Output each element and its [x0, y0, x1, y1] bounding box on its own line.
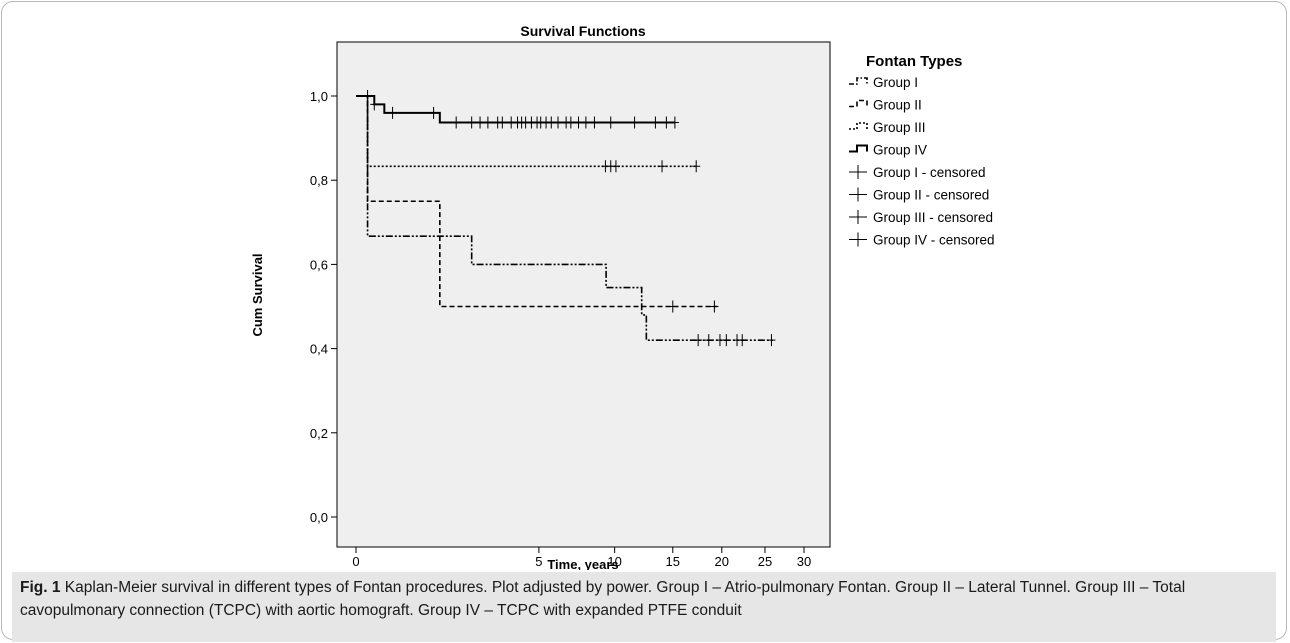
chart-title: Survival Functions — [520, 23, 645, 39]
group-i-censored-mark — [704, 334, 713, 347]
legend-entry-label: Group III - censored — [873, 210, 993, 225]
y-tick-label: 0,0 — [310, 510, 328, 525]
group-iv-censored-mark — [483, 116, 492, 129]
x-tick-label: 10 — [607, 554, 621, 569]
group-iv-censored-mark — [606, 116, 615, 129]
x-tick-label: 5 — [535, 554, 542, 569]
x-tick-label: 20 — [715, 554, 729, 569]
group-i-censored-mark — [722, 334, 731, 347]
axes: 0 5 10 15 20 25 30 0,0 0,2 0,4 0,6 0,8 1,0 — [310, 89, 811, 569]
legend-entry-label: Group I — [873, 75, 918, 90]
legend-entry-label: Group IV — [873, 143, 927, 158]
legend-censor-swatch — [849, 187, 867, 202]
group-i-censored-mark — [694, 334, 703, 347]
group-iv-censored-mark — [670, 116, 679, 129]
legend-censor-swatch — [849, 232, 867, 247]
x-tick-label: 25 — [758, 554, 772, 569]
legend-line-swatch — [849, 122, 868, 130]
group-iv-censored-mark — [651, 116, 660, 129]
legend-title: Fontan Types — [866, 53, 962, 70]
legend-line-swatch — [849, 77, 868, 85]
y-tick-label: 0,8 — [310, 173, 328, 188]
x-tick-label: 0 — [352, 554, 359, 569]
group-iv-censored-mark — [370, 98, 379, 111]
y-axis-label: Cum Survival — [250, 253, 265, 336]
x-tick-label: 15 — [666, 554, 680, 569]
x-axis-label: Time, years — [547, 557, 618, 570]
group-i-censored-mark — [767, 334, 776, 347]
group-iv-censored-mark — [581, 116, 590, 129]
group-iv-censored-mark — [566, 116, 575, 129]
legend-entry-label: Group II — [873, 98, 922, 113]
series-lines — [356, 90, 776, 347]
x-tick-label: 30 — [797, 554, 811, 569]
caption-label: Fig. 1 — [20, 579, 61, 596]
group-iv-censored-mark — [547, 116, 556, 129]
group-iii-censored-mark — [611, 160, 620, 173]
legend-entry-label: Group I - censored — [873, 165, 986, 180]
group-iv-censored-mark — [476, 116, 485, 129]
legend-line-swatch — [849, 144, 868, 153]
group-i-survival-line — [356, 95, 774, 341]
group-ii-censored-mark — [668, 300, 677, 313]
caption-text: Kaplan-Meier survival in different types… — [20, 579, 1186, 619]
group-iv-censored-mark — [388, 106, 397, 119]
survival-chart: Survival Functions Time, years Cum Survi… — [250, 23, 995, 570]
y-tick-label: 1,0 — [310, 89, 328, 104]
group-iv-censored-mark — [574, 116, 583, 129]
group-iv-censored-mark — [554, 116, 563, 129]
group-iv-censored-mark — [630, 116, 639, 129]
group-iv-censored-mark — [498, 116, 507, 129]
group-ii-censored-mark — [710, 300, 719, 313]
group-iii-censored-mark — [692, 160, 701, 173]
y-tick-label: 0,4 — [310, 342, 328, 357]
figure-caption: Fig. 1 Kaplan-Meier survival in differen… — [12, 572, 1276, 642]
legend-entry-label: Group II - censored — [873, 188, 989, 203]
group-iv-censored-mark — [590, 116, 599, 129]
y-tick-label: 0,2 — [310, 426, 328, 441]
group-iv-censored-mark — [363, 90, 372, 102]
legend-censor-swatch — [849, 165, 867, 179]
legend-entry-label: Group III — [873, 120, 926, 135]
legend-entry-label: Group IV - censored — [873, 233, 995, 248]
legend-line-swatch — [849, 99, 868, 108]
group-iv-censored-mark — [429, 106, 438, 119]
legend: Group I Group II Group III Group IV Group I … — [849, 75, 995, 248]
legend-censor-swatch — [849, 210, 867, 224]
group-iv-censored-mark — [467, 116, 476, 129]
y-tick-label: 0,6 — [310, 257, 328, 272]
group-iv-censored-mark — [452, 116, 461, 129]
group-iii-censored-mark — [658, 160, 667, 173]
plot-area — [336, 41, 831, 548]
group-iv-censored-mark — [662, 116, 671, 129]
group-i-censored-mark — [738, 334, 747, 347]
